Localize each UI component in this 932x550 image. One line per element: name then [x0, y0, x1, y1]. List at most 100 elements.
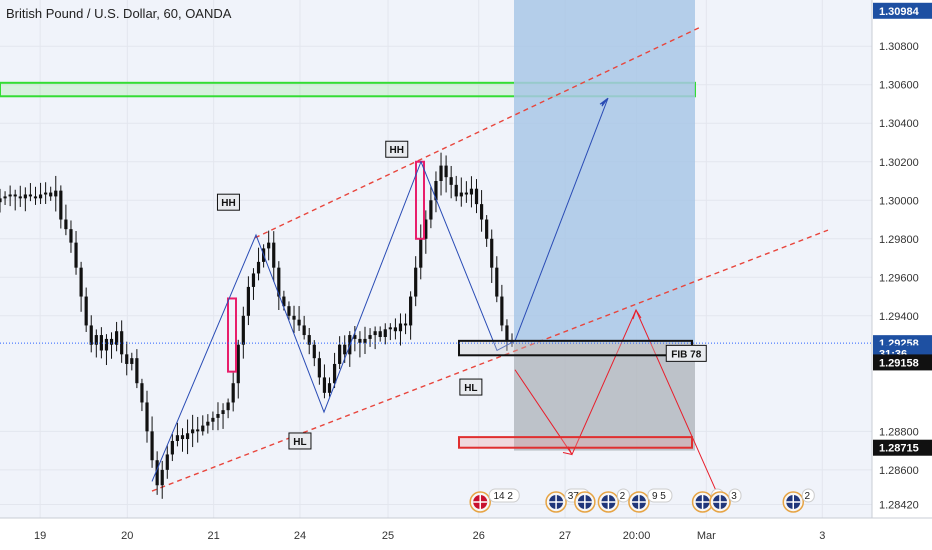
candle-body	[8, 194, 12, 197]
stop-zone	[458, 436, 693, 449]
candle-body	[459, 192, 463, 197]
candle-body	[322, 377, 327, 393]
candle-body	[185, 433, 190, 440]
projection-down-path	[514, 308, 724, 507]
candle-body	[69, 229, 73, 243]
price-label-tag	[873, 354, 932, 371]
candle-body	[74, 242, 78, 268]
candle-body	[378, 331, 382, 337]
candle-body	[231, 383, 235, 403]
arrow-head-icon	[632, 309, 642, 320]
candle-body	[474, 188, 479, 205]
price-tick-label: 1.29400	[879, 311, 919, 323]
candle-body	[120, 331, 124, 355]
candle-body	[327, 383, 332, 393]
time-tick-label: 20:00	[623, 530, 651, 542]
arrow-head-icon	[599, 97, 609, 107]
candle-body	[79, 267, 83, 297]
swing-label	[385, 140, 409, 158]
candle-body	[84, 296, 88, 326]
candle-body	[429, 200, 433, 220]
candle-body	[241, 315, 245, 345]
candle-body	[398, 323, 403, 332]
channel-upper-line	[254, 26, 701, 239]
candle-body	[343, 344, 347, 355]
candle-body	[388, 327, 392, 330]
time-tick-label: 26	[473, 530, 485, 542]
projection-up-line	[514, 98, 609, 342]
candle-body	[155, 460, 159, 486]
candle-body	[54, 190, 58, 197]
swing-label-text: HH	[390, 145, 404, 156]
time-tick-label: 3	[819, 530, 825, 542]
candle-body	[414, 267, 418, 297]
candle-body	[0, 198, 2, 203]
candle-body	[99, 335, 103, 351]
swing-label-text: HL	[293, 437, 306, 448]
price-tick-label: 1.30800	[879, 41, 919, 53]
price-tick-label: 1.30000	[879, 195, 919, 207]
channel-lower-line	[151, 229, 829, 492]
candle-body	[246, 286, 250, 316]
zigzag-wave	[151, 160, 516, 482]
price-label-text: 1.30984	[879, 6, 920, 18]
candle-body	[125, 354, 129, 364]
event-count-badge	[647, 488, 673, 503]
candle-body	[165, 454, 169, 470]
time-tick-label: 25	[382, 530, 394, 542]
event-count-badge	[801, 488, 815, 503]
price-label-tag	[873, 2, 932, 19]
swing-label	[459, 378, 483, 396]
candle-body	[114, 331, 119, 345]
candle-body	[505, 325, 509, 341]
candle-body	[160, 469, 164, 486]
event-count-text: 2	[804, 491, 810, 502]
event-count-text: 9 5	[652, 491, 666, 502]
swing-highlight-box	[227, 297, 237, 373]
price-tick-label: 1.30200	[879, 157, 919, 169]
candle-body	[500, 296, 504, 326]
candle-body	[368, 335, 372, 339]
price-label-text: 1.29158	[879, 357, 919, 369]
event-count-text: 3	[731, 491, 737, 502]
candle-body	[287, 306, 291, 316]
target-box	[514, 0, 695, 344]
candle-body	[383, 329, 387, 337]
candle-body	[490, 238, 494, 268]
candle-body	[419, 238, 423, 268]
time-tick-label: Mar	[697, 530, 716, 542]
event-count-text: 14 2	[493, 491, 513, 502]
candle-body	[302, 325, 306, 336]
event-count-badge	[728, 488, 742, 503]
candle-body	[216, 414, 220, 418]
candle-body	[191, 429, 195, 434]
candle-body	[211, 417, 215, 422]
candle-body	[150, 431, 154, 461]
time-axis	[0, 518, 932, 550]
price-tick-label: 1.29600	[879, 272, 919, 284]
price-tick-label: 1.28600	[879, 465, 919, 477]
candle-body	[444, 165, 448, 178]
price-label-tag	[873, 439, 932, 456]
candle-body	[180, 435, 185, 440]
price-tick-label: 1.30400	[879, 118, 919, 130]
candle-body	[454, 184, 458, 197]
price-tick-label: 1.28800	[879, 426, 919, 438]
stop-box	[514, 343, 695, 451]
time-tick-label: 20	[121, 530, 133, 542]
chart-title: British Pound / U.S. Dollar, 60, OANDA	[6, 6, 232, 21]
candle-body	[256, 261, 261, 274]
time-tick-label: 27	[559, 530, 571, 542]
event-count-text: 2	[620, 491, 626, 502]
candle-body	[206, 421, 210, 426]
time-tick-label: 24	[294, 530, 306, 542]
fib-label-text: FIB 78	[671, 349, 701, 360]
candle-body	[332, 363, 337, 384]
candle-body	[403, 323, 408, 326]
candle-body	[495, 267, 499, 297]
candle-body	[170, 440, 174, 455]
candle-body	[33, 196, 38, 199]
